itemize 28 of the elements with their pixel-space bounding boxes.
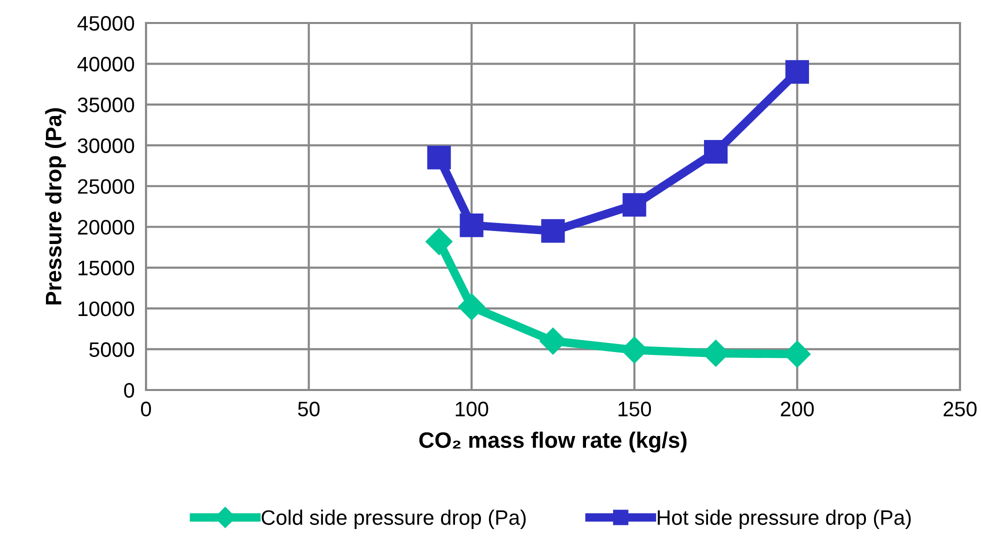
y-tick-label: 5000 xyxy=(89,342,134,357)
point xyxy=(785,60,810,84)
point xyxy=(460,213,484,238)
legend-label: Hot side pressure drop (Pa) xyxy=(658,510,911,530)
point xyxy=(458,293,486,320)
y-tick-label: 15000 xyxy=(78,260,134,276)
x-tick-label: 50 xyxy=(298,402,320,416)
x-axis-title: CO₂ mass flow rate (kg/s) xyxy=(419,432,687,452)
y-tick-label: 35000 xyxy=(78,98,134,112)
y-axis-title: Pressure drop (Pa) xyxy=(45,108,66,304)
x-tick-label: 150 xyxy=(618,402,651,416)
y-tick-label: 25000 xyxy=(78,179,134,194)
y-tick-label: 20000 xyxy=(78,220,134,235)
y-tick-label: 10000 xyxy=(78,301,134,316)
y-tick-label: 30000 xyxy=(78,138,134,154)
y-tick-label: 45000 xyxy=(77,16,134,31)
x-tick-label: 0 xyxy=(141,402,151,416)
point xyxy=(622,193,646,217)
x-tick-label: 200 xyxy=(780,402,814,416)
y-tick-label: 40000 xyxy=(77,56,134,72)
point xyxy=(427,146,451,170)
x-tick-label: 250 xyxy=(944,402,977,416)
x-tick-label: 100 xyxy=(456,402,488,416)
y-tick-label: 0 xyxy=(124,383,134,398)
point xyxy=(541,219,565,243)
point xyxy=(426,228,452,256)
legend-label: Cold side pressure drop (Pa) xyxy=(262,510,526,530)
point xyxy=(704,140,728,164)
